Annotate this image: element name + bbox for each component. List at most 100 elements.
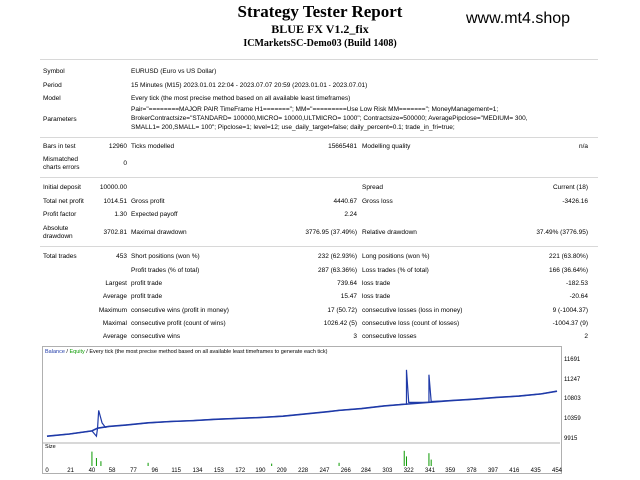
x-tick-label: 228 xyxy=(298,468,309,474)
modelling-quality-value: n/a xyxy=(578,143,588,150)
divider xyxy=(40,137,598,138)
chart-header-text: / Every tick (the most precise method ba… xyxy=(84,349,328,355)
model-value: Every tick (the most precise method base… xyxy=(131,95,351,102)
largest-loss-value: -182.53 xyxy=(565,280,588,287)
x-tick-label: 397 xyxy=(487,468,498,474)
profit-factor-label: Profit factor xyxy=(43,211,77,218)
average-loss-value: -20.64 xyxy=(569,293,588,300)
y-tick-label: 11247 xyxy=(564,376,581,383)
x-tick-label: 416 xyxy=(509,468,520,474)
average-loss-label: loss trade xyxy=(362,293,391,300)
absolute-drawdown-label: Absolute xyxy=(43,225,69,232)
x-tick-label: 303 xyxy=(382,468,393,474)
average-label: Average xyxy=(102,333,127,340)
x-tick-label: 247 xyxy=(319,468,330,474)
period-label: Period xyxy=(43,82,62,89)
avg-consecutive-wins-value: 3 xyxy=(353,333,357,340)
x-tick-label: 454 xyxy=(551,468,563,474)
short-positions-value: 232 (62.93%) xyxy=(317,253,357,260)
absolute-drawdown-label: drawdown xyxy=(43,233,73,240)
max-consecutive-losses-label: consecutive losses (loss in money) xyxy=(362,307,463,314)
spread-label: Spread xyxy=(362,184,383,191)
ea-name: BLUE FX V1.2_fix xyxy=(271,22,369,36)
largest-label: Largest xyxy=(105,280,127,287)
gross-profit-label: Gross profit xyxy=(131,198,165,205)
loss-trades-value: 166 (36.64%) xyxy=(548,267,588,274)
max-consecutive-profit-label: consecutive profit (count of wins) xyxy=(131,320,226,327)
net-profit-value: 1014.51 xyxy=(103,198,128,205)
account-info: ICMarketsSC-Demo03 (Build 1408) xyxy=(243,38,397,49)
divider xyxy=(40,246,598,247)
gross-loss-value: -3426.16 xyxy=(562,198,588,205)
x-tick-label: 266 xyxy=(340,468,351,474)
total-trades-label: Total trades xyxy=(43,253,77,260)
long-positions-value: 221 (63.80%) xyxy=(548,253,588,260)
max-consecutive-wins-label: consecutive wins (profit in money) xyxy=(131,307,229,314)
max-consecutive-profit-value: 1026.42 (5) xyxy=(323,320,357,327)
x-tick-label: 58 xyxy=(108,468,116,474)
gross-profit-value: 4440.67 xyxy=(333,198,358,205)
parameters-line: Pair="========MAJOR PAIR TimeFrame H1===… xyxy=(131,106,499,113)
y-tick-label: 11691 xyxy=(564,356,581,363)
balance-line xyxy=(46,390,558,438)
chart-legend-separator: / xyxy=(64,349,70,355)
expected-payoff-label: Expected payoff xyxy=(131,211,178,218)
max-consecutive-loss-label: consecutive loss (count of losses) xyxy=(362,320,460,327)
symbol-value: EURUSD (Euro vs US Dollar) xyxy=(131,68,217,75)
average-profit-value: 15.47 xyxy=(340,293,357,300)
maximal-drawdown-value: 3776.95 (37.49%) xyxy=(305,229,357,236)
mismatch-label: charts errors xyxy=(43,164,80,171)
y-tick-label: 10359 xyxy=(564,416,581,423)
ticks-value: 15665481 xyxy=(328,143,357,150)
x-tick-label: 209 xyxy=(276,468,287,474)
chart-legend-balance: Balance xyxy=(45,349,65,355)
x-tick-label: 341 xyxy=(425,468,436,474)
bars-value: 12960 xyxy=(108,143,127,150)
divider xyxy=(40,177,598,178)
avg-consecutive-losses-label: consecutive losses xyxy=(362,333,417,340)
short-positions-label: Short positions (won %) xyxy=(131,253,200,260)
avg-consecutive-wins-label: consecutive wins xyxy=(131,333,181,340)
maximal-label: Maximal xyxy=(102,320,127,327)
loss-trades-label: Loss trades (% of total) xyxy=(362,267,429,274)
bars-label: Bars in test xyxy=(43,143,76,150)
x-tick-label: 96 xyxy=(151,468,159,474)
parameters-line: BrokerContractsize="STANDARD= 100000,MIC… xyxy=(131,115,528,122)
balance-chart xyxy=(42,346,562,474)
report-title: Strategy Tester Report xyxy=(237,2,403,21)
x-tick-label: 435 xyxy=(530,468,541,474)
chart-header: Balance / Equity / Every tick (the most … xyxy=(45,349,328,355)
profit-factor-value: 1.30 xyxy=(114,211,127,218)
x-tick-label: 172 xyxy=(235,468,246,474)
equity-line xyxy=(46,369,558,438)
average-profit-label: profit trade xyxy=(131,293,163,300)
model-label: Model xyxy=(43,95,61,102)
x-tick-label: 134 xyxy=(192,468,203,474)
largest-profit-value: 739.64 xyxy=(337,280,357,287)
y-tick-label: 9915 xyxy=(564,436,578,442)
maximum-label: Maximum xyxy=(98,307,127,314)
relative-drawdown-value: 37.49% (3776.95) xyxy=(536,229,588,236)
largest-loss-label: loss trade xyxy=(362,280,391,287)
long-positions-label: Long positions (won %) xyxy=(362,253,430,260)
relative-drawdown-label: Relative drawdown xyxy=(362,229,417,236)
initial-deposit-label: Initial deposit xyxy=(43,184,81,191)
average-label: Average xyxy=(102,293,127,300)
watermark: www.mt4.shop xyxy=(466,10,571,27)
maximal-drawdown-label: Maximal drawdown xyxy=(131,229,187,236)
max-consecutive-losses-value: 9 (-1004.37) xyxy=(552,307,588,314)
size-label: Size xyxy=(45,444,56,450)
chart-legend-equity: Equity xyxy=(69,349,85,355)
x-tick-label: 21 xyxy=(67,468,74,474)
x-tick-label: 322 xyxy=(403,468,414,474)
mismatch-label: Mismatched xyxy=(43,156,79,163)
absolute-drawdown-value: 3702.81 xyxy=(103,229,128,236)
x-tick-label: 284 xyxy=(361,468,372,474)
ticks-label: Ticks modelled xyxy=(131,143,175,150)
gross-loss-label: Gross loss xyxy=(362,198,393,205)
profit-trades-label: Profit trades (% of total) xyxy=(131,267,200,274)
divider xyxy=(40,59,598,60)
x-tick-label: 115 xyxy=(171,468,181,474)
parameters-label: Parameters xyxy=(43,116,77,123)
max-consecutive-loss-value: -1004.37 (9) xyxy=(552,320,588,327)
